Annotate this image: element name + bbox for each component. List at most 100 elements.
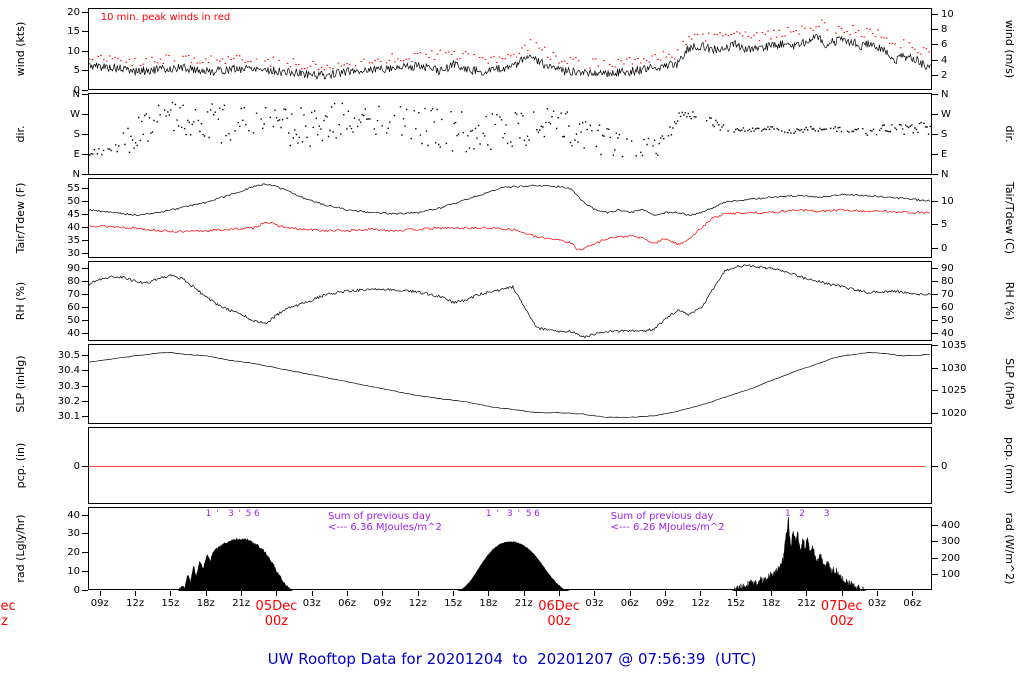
left-tick	[82, 590, 88, 591]
x-tick	[347, 591, 349, 596]
x-tick-label: 15z	[161, 598, 180, 609]
panel-slp	[88, 344, 932, 424]
right-tick	[932, 293, 938, 295]
panel-dir	[88, 93, 932, 175]
right-tick-label: 10	[941, 9, 954, 21]
left-tick-label: 10	[67, 45, 80, 57]
x-tick	[700, 591, 702, 596]
right-tick-label: 0	[941, 242, 948, 254]
x-date-label: 00z	[829, 614, 854, 629]
right-tick	[932, 320, 938, 322]
annotation: 1	[205, 509, 212, 519]
left-tick	[82, 227, 88, 229]
panel-wind: 10 min. peak winds in red	[88, 8, 932, 90]
x-tick	[488, 591, 490, 596]
left-tick	[82, 293, 88, 295]
x-date-label-clipped: 04Dec	[0, 599, 16, 614]
left-tick	[82, 214, 88, 216]
left-tick	[82, 90, 88, 91]
x-tick	[559, 591, 561, 596]
left-tick	[82, 114, 88, 116]
right-tick	[932, 465, 938, 467]
annotation: '	[496, 509, 499, 519]
left-tick	[82, 173, 88, 175]
left-tick	[82, 280, 88, 282]
plot-area-dir	[89, 101, 931, 158]
right-tick	[932, 14, 938, 16]
series-solar-rad-day3	[731, 517, 867, 591]
left-tick-label: 80	[67, 275, 80, 287]
left-tick-label: 30.5	[57, 349, 80, 361]
left-tick-label: 50	[67, 315, 80, 327]
left-tick-label: 0	[73, 85, 80, 96]
right-tick-label: 70	[941, 288, 954, 300]
annotation: <--- 6.36 MJoules/m^2	[328, 522, 442, 533]
right-tick-label: E	[941, 148, 948, 160]
left-tick-label: 30.4	[57, 365, 80, 377]
x-tick-label: 12z	[691, 598, 710, 609]
right-tick	[932, 541, 938, 543]
right-tick-label: 5	[941, 219, 948, 231]
right-tick-label: 60	[941, 301, 954, 313]
annotation: 6	[253, 509, 260, 519]
right-tick	[932, 29, 938, 31]
left-tick	[82, 400, 88, 402]
left-tick	[82, 320, 88, 322]
left-tick-label: N	[72, 168, 80, 180]
right-tick-label: 0	[941, 460, 948, 472]
left-tick-label: 60	[67, 301, 80, 313]
y-axis-label-left-rad: rad (Lgly/hr)	[14, 514, 27, 583]
right-tick-label: 6	[941, 39, 948, 51]
x-tick	[417, 591, 419, 596]
x-tick	[276, 591, 278, 596]
x-date-label: 06Dec	[538, 599, 580, 614]
x-tick	[735, 591, 737, 596]
x-tick-label: 18z	[479, 598, 498, 609]
series-solar-rad-day1	[178, 537, 294, 591]
x-date-label: 00z	[264, 614, 289, 629]
left-tick	[82, 552, 88, 554]
right-tick	[932, 413, 938, 415]
right-tick-label: 400	[941, 520, 961, 532]
series-relative-humidity	[89, 264, 931, 339]
right-tick	[932, 247, 938, 249]
plot-area-rad	[178, 517, 867, 591]
series-wind-direction	[89, 101, 931, 158]
annotation: 10 min. peak winds in red	[100, 12, 231, 23]
right-tick	[932, 267, 938, 269]
left-tick-label: N	[72, 89, 80, 101]
left-tick-label: 50	[67, 196, 80, 208]
x-tick-label: 03z	[868, 598, 886, 609]
y-axis-label-left-slp: SLP (inHg)	[14, 355, 27, 413]
x-tick	[594, 591, 596, 596]
left-tick-label: 30	[67, 528, 80, 540]
right-tick-label: 4	[941, 54, 948, 66]
left-tick	[82, 333, 88, 335]
left-tick-label: 90	[67, 262, 80, 274]
right-tick	[932, 333, 938, 335]
x-tick-label: 06z	[903, 598, 922, 609]
left-tick	[82, 385, 88, 387]
right-tick-label: 40	[941, 328, 954, 340]
left-tick-label: 55	[67, 183, 80, 195]
x-tick-label: 03z	[585, 598, 604, 609]
right-tick-label: 2	[941, 69, 948, 81]
left-tick	[82, 267, 88, 269]
right-tick	[932, 44, 938, 46]
right-tick-label: N	[941, 89, 949, 101]
right-tick-label: 300	[941, 536, 961, 548]
left-tick	[82, 188, 88, 190]
panel-rad: Sum of previous day <--- 6.36 MJoules/m^2…	[88, 507, 932, 591]
x-tick-label: 15z	[726, 598, 745, 609]
x-tick-label: 12z	[126, 598, 145, 609]
y-axis-label-right-rad: rad (W/m^2)	[1003, 512, 1016, 585]
left-tick	[82, 153, 88, 155]
series-peak-wind	[89, 19, 930, 71]
x-tick	[170, 591, 172, 596]
annotation: 5	[525, 509, 532, 519]
right-tick-label: 90	[941, 262, 954, 274]
x-tick	[241, 591, 243, 596]
left-tick	[82, 70, 88, 72]
x-tick	[806, 591, 808, 596]
